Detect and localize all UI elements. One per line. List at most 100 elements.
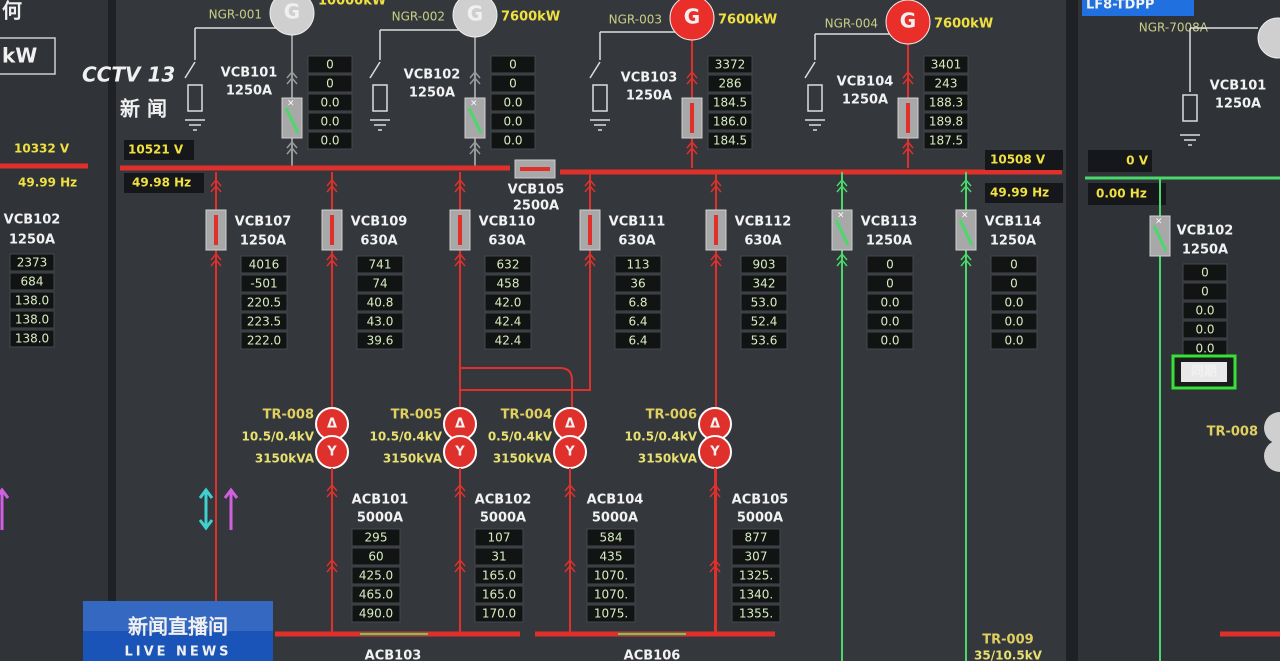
program-title: 新闻直播间 xyxy=(128,615,228,639)
reading-value: 435 xyxy=(600,550,623,564)
reading-cell xyxy=(356,293,404,312)
reading-cell xyxy=(9,272,55,291)
bus-voltage: 10508 V xyxy=(990,153,1046,167)
generator-name: NGR-003 xyxy=(609,13,662,27)
breaker-name: VCB109 xyxy=(351,215,408,230)
channel-logo: CCTV 13 xyxy=(82,63,175,87)
sync-button-label: 同期 xyxy=(1191,365,1217,380)
arrow xyxy=(454,178,466,193)
reading-value: 42.4 xyxy=(495,334,522,348)
breaker-open xyxy=(958,219,974,246)
arrow xyxy=(223,487,239,530)
transformer-capacity: 3150kVA xyxy=(638,452,698,466)
reading-value: 113 xyxy=(627,258,650,272)
generator-symbol: G xyxy=(684,5,700,29)
reading-cell xyxy=(484,255,532,274)
arrow xyxy=(454,252,466,267)
panel-header-text: LF8-TDPP xyxy=(1086,0,1154,13)
reading-cell xyxy=(586,566,636,585)
arrow xyxy=(326,558,338,573)
reading-cell xyxy=(707,74,753,93)
breaker-name: VCB102 xyxy=(404,68,461,83)
breaker-name: VCB114 xyxy=(985,215,1042,230)
generator-power: 10000kW xyxy=(318,0,386,9)
transformer-ratio: 35/10.5kV xyxy=(974,649,1043,661)
reading-cell xyxy=(731,604,781,623)
reading-value: 741 xyxy=(369,258,392,272)
reading-value: 0.0 xyxy=(1004,296,1023,310)
breaker-rating: 630A xyxy=(360,234,397,249)
reading-cell xyxy=(614,274,662,293)
reading-value: 342 xyxy=(753,277,776,291)
ground-switch xyxy=(589,61,601,79)
breaker-name: VCB111 xyxy=(609,215,666,230)
transformer xyxy=(1264,412,1280,444)
reading-value: 0 xyxy=(509,58,517,72)
reading-cell xyxy=(614,293,662,312)
arrow xyxy=(710,178,722,193)
breaker-closed xyxy=(906,103,910,133)
generator xyxy=(269,0,315,36)
transformer-ratio: 10.5/0.4kV xyxy=(624,430,697,444)
reading-cell xyxy=(866,331,914,350)
breaker-closed xyxy=(690,103,694,133)
reading-cell xyxy=(490,131,536,150)
breaker-name: VCB101 xyxy=(1210,79,1267,94)
reading-value: 0 xyxy=(886,258,894,272)
reading-cell xyxy=(614,255,662,274)
breaker-name: ACB102 xyxy=(475,493,532,508)
reading-value: 1070. xyxy=(594,569,628,583)
transformer-name: TR-004 xyxy=(501,408,552,423)
bus-box xyxy=(1088,183,1166,205)
resistor xyxy=(1182,94,1198,122)
reading-value: 223.5 xyxy=(247,315,281,329)
reading-value: 43.0 xyxy=(367,315,394,329)
reading-cell xyxy=(484,293,532,312)
bus-box xyxy=(985,183,1063,203)
winding-symbol: Y xyxy=(564,445,575,460)
arrow xyxy=(709,558,721,573)
transformer-capacity: 3150kVA xyxy=(493,452,553,466)
breaker-mark: × xyxy=(287,99,295,109)
reading-value: 877 xyxy=(745,531,768,545)
panel-divider xyxy=(1066,0,1078,661)
reading-value: 0.0 xyxy=(1195,323,1214,337)
bus-box xyxy=(124,140,194,160)
reading-cell xyxy=(707,93,753,112)
generator-symbol: G xyxy=(284,0,300,24)
generator xyxy=(885,0,931,45)
reading-cell xyxy=(923,112,969,131)
reading-value: 170.0 xyxy=(482,607,516,621)
reading-cell xyxy=(484,331,532,350)
winding-symbol: Δ xyxy=(327,417,337,432)
reading-cell xyxy=(740,331,788,350)
breaker-rating: 5000A xyxy=(592,511,638,526)
reading-value: 0 xyxy=(1201,266,1209,280)
breaker-rating: 1250A xyxy=(1182,243,1228,258)
program-banner-shine xyxy=(83,601,273,631)
arrow xyxy=(198,487,214,531)
transformer-name: TR-006 xyxy=(646,408,697,423)
reading-value: 6.4 xyxy=(628,315,647,329)
reading-cell xyxy=(923,93,969,112)
reading-value: 42.0 xyxy=(495,296,522,310)
breaker-name: ACB104 xyxy=(587,493,644,508)
breaker-closed xyxy=(330,215,334,245)
reading-value: 4016 xyxy=(249,258,280,272)
reading-cell xyxy=(1182,301,1228,320)
breaker-mark: × xyxy=(1155,217,1163,227)
breaker-mark: × xyxy=(470,99,478,109)
reading-cell xyxy=(731,566,781,585)
reading-cell xyxy=(474,547,524,566)
bus-tie-name: VCB105 xyxy=(508,183,565,198)
arrow xyxy=(836,252,848,267)
arrow xyxy=(584,178,596,193)
breaker-rating: 1250A xyxy=(842,93,888,108)
panel-header xyxy=(1082,0,1194,16)
breaker-rating: 1250A xyxy=(1215,97,1261,112)
arrow xyxy=(210,178,222,193)
breaker-closed xyxy=(214,215,218,245)
reading-cell xyxy=(490,93,536,112)
